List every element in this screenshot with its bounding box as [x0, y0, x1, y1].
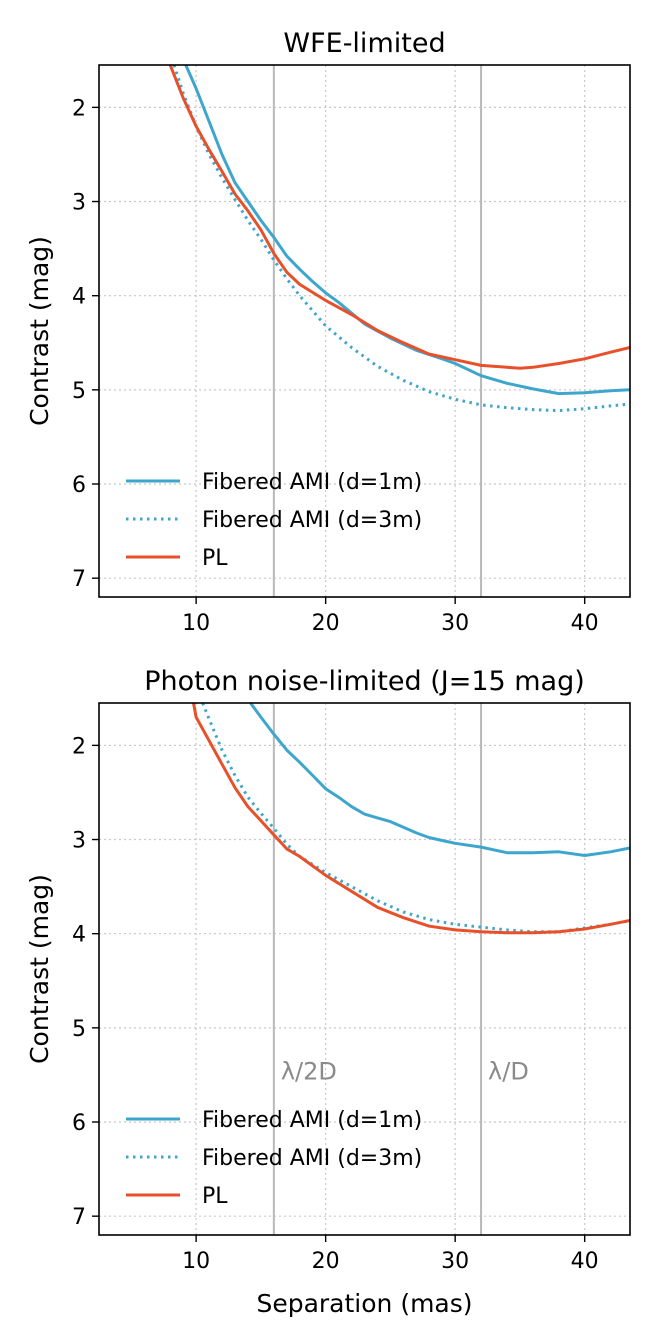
legend-label: PL — [202, 546, 228, 571]
y-tick-label: 6 — [72, 473, 86, 498]
y-tick-label: 7 — [72, 1205, 86, 1230]
x-tick-label: 10 — [182, 611, 210, 636]
series-line — [168, 65, 630, 370]
legend-label: Fibered AMI (d=1m) — [202, 470, 422, 495]
series-group — [168, 65, 630, 413]
y-tick-label: 4 — [72, 923, 86, 948]
y-tick-label: 3 — [72, 191, 86, 216]
x-tick-label: 20 — [312, 1249, 340, 1274]
x-axis-label: Separation (mas) — [256, 1289, 472, 1318]
plot-frame — [98, 702, 631, 1236]
y-tick-label: 7 — [72, 567, 86, 592]
legend-label: Fibered AMI (d=3m) — [202, 508, 422, 533]
x-tick-label: 20 — [312, 611, 340, 636]
y-tick-label: 5 — [72, 1017, 86, 1042]
legend-label: PL — [202, 1184, 228, 1209]
legend-label: Fibered AMI (d=3m) — [202, 1146, 422, 1171]
x-tick-label: 40 — [571, 611, 599, 636]
x-tick-label: 10 — [182, 1249, 210, 1274]
x-tick-label: 30 — [441, 611, 469, 636]
y-tick-label: 2 — [72, 96, 86, 121]
legend: Fibered AMI (d=1m) Fibered AMI (d=3m) PL — [126, 470, 422, 571]
plot-frame — [98, 64, 631, 598]
x-tick-label: 40 — [571, 1249, 599, 1274]
y-tick-label: 2 — [72, 734, 86, 759]
series-line — [201, 703, 630, 934]
series-line — [192, 703, 630, 935]
x-tick-label: 30 — [441, 1249, 469, 1274]
series-line — [249, 703, 630, 857]
y-tick-label: 5 — [72, 379, 86, 404]
legend-label: Fibered AMI (d=1m) — [202, 1108, 422, 1133]
panel-wfe-limited: 10 20 30 40 2 3 4 5 6 7 WFE-limited Contrast (mag) F… — [25, 28, 631, 636]
chart-title: Photon noise-limited (J=15 mag) — [144, 666, 585, 697]
legend: Fibered AMI (d=1m) Fibered AMI (d=3m) PL — [126, 1108, 422, 1209]
y-tick-label: 3 — [72, 829, 86, 854]
series-line — [184, 65, 630, 396]
series-group — [192, 703, 630, 935]
panel-photon-noise-limited: λ/2D λ/D 10 20 30 40 2 3 4 5 6 7 Photon noise-limite… — [25, 666, 631, 1318]
y-tick-label: 4 — [72, 285, 86, 310]
chart-title: WFE-limited — [283, 28, 445, 59]
series-line — [172, 65, 630, 413]
y-tick-label: 6 — [72, 1111, 86, 1136]
y-axis-label: Contrast (mag) — [25, 874, 54, 1064]
y-axis-label: Contrast (mag) — [25, 236, 54, 426]
reference-line-label: λ/2D — [281, 1058, 337, 1086]
reference-line-label: λ/D — [488, 1058, 529, 1086]
